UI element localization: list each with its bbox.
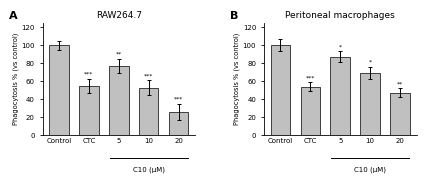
Title: Peritoneal macrophages: Peritoneal macrophages — [285, 11, 395, 20]
Text: C10 (μM): C10 (μM) — [354, 167, 386, 174]
Y-axis label: Phagocytosis % (vs control): Phagocytosis % (vs control) — [233, 33, 240, 125]
Text: B: B — [230, 11, 239, 21]
Text: **: ** — [116, 52, 122, 57]
Text: A: A — [9, 11, 17, 21]
Text: ***: *** — [84, 72, 94, 77]
Bar — [79, 86, 99, 135]
Text: **: ** — [397, 82, 403, 87]
Bar — [360, 73, 380, 135]
Text: ***: *** — [144, 74, 153, 79]
Bar — [271, 45, 290, 135]
Bar — [139, 88, 159, 135]
Bar — [300, 87, 320, 135]
Y-axis label: Phagocytosis % (vs control): Phagocytosis % (vs control) — [12, 33, 19, 125]
Bar — [331, 57, 350, 135]
Title: RAW264.7: RAW264.7 — [96, 11, 142, 20]
Bar — [390, 93, 410, 135]
Text: C10 (μM): C10 (μM) — [133, 167, 165, 174]
Text: *: * — [368, 60, 372, 65]
Bar — [49, 45, 69, 135]
Bar — [169, 112, 188, 135]
Text: *: * — [339, 45, 342, 50]
Text: ***: *** — [306, 75, 315, 80]
Text: ***: *** — [174, 97, 183, 102]
Bar — [109, 66, 128, 135]
